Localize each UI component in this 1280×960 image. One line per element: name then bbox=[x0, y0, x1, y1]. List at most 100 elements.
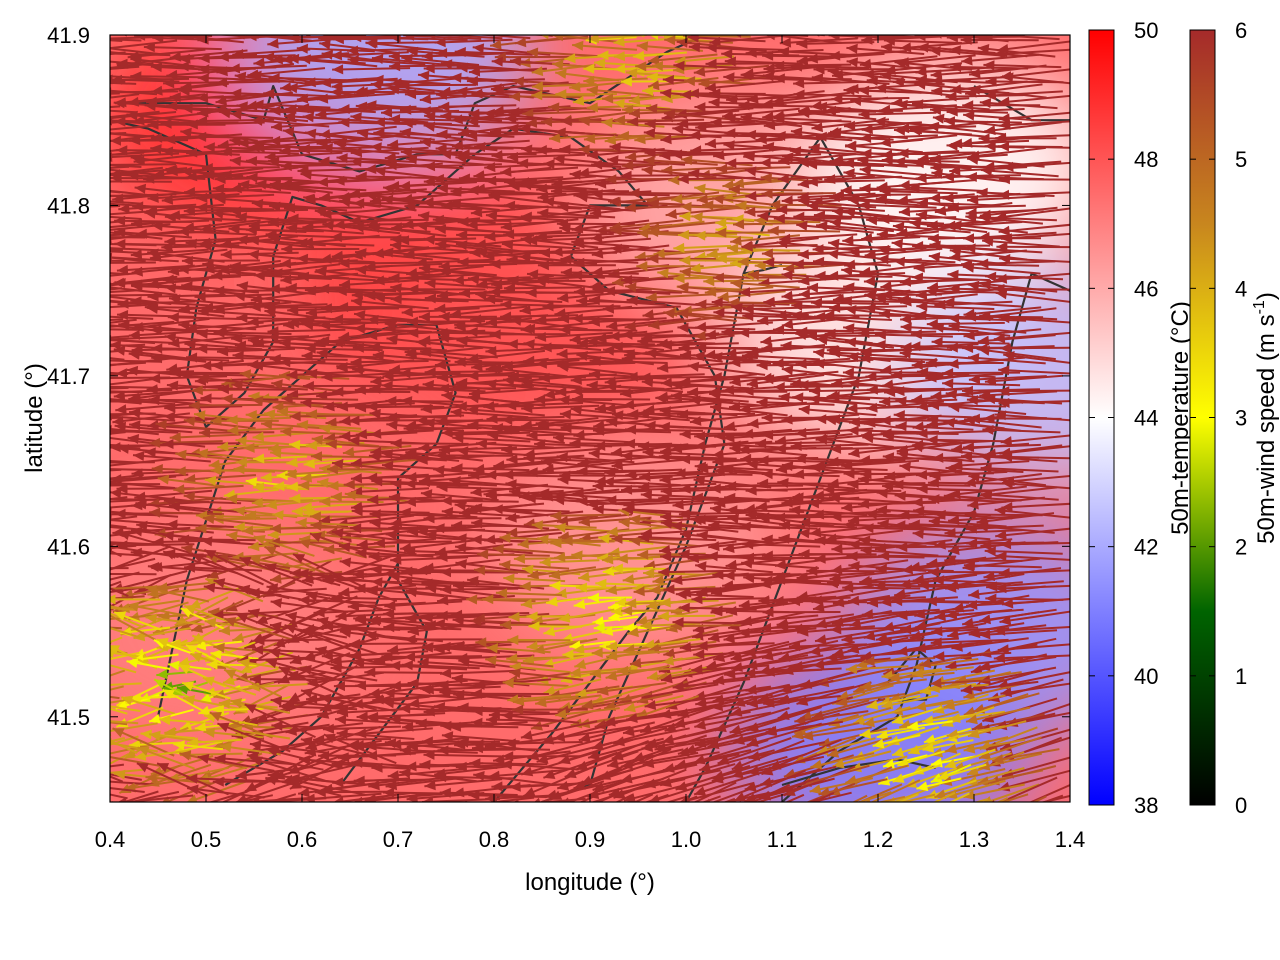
wind-vector-head bbox=[695, 342, 707, 353]
wind-vector-head bbox=[169, 92, 181, 103]
wind-vector bbox=[993, 287, 1070, 291]
wind-vector-head bbox=[758, 595, 770, 606]
wind-vector bbox=[270, 600, 349, 613]
wind-vector bbox=[331, 461, 409, 472]
wind-vector bbox=[694, 465, 773, 472]
wind-vector-head bbox=[622, 574, 635, 584]
wind-vector bbox=[110, 303, 158, 309]
wind-vector bbox=[979, 390, 1058, 397]
wind-vector bbox=[11, 269, 89, 275]
wind-vector-head bbox=[645, 292, 657, 303]
wind-vector-head bbox=[798, 108, 810, 119]
wind-vector-head bbox=[520, 211, 532, 222]
wind-vector-head bbox=[862, 523, 874, 534]
wind-vector-head bbox=[382, 370, 394, 381]
wind-vector bbox=[521, 404, 600, 410]
wind-vector-head bbox=[931, 86, 943, 97]
wind-vector-head bbox=[621, 353, 633, 364]
wind-vector-head bbox=[385, 529, 397, 540]
wind-vector-head bbox=[772, 595, 784, 606]
wind-vector bbox=[147, 192, 226, 200]
wind-vector-head bbox=[727, 513, 739, 524]
wind-vector-head bbox=[740, 113, 753, 123]
wind-vector bbox=[629, 539, 701, 548]
wind-vector-head bbox=[663, 584, 675, 595]
wind-vector bbox=[264, 309, 342, 322]
wind-vector-head bbox=[602, 93, 614, 104]
wind-vector-head bbox=[197, 107, 209, 118]
wind-vector-head bbox=[840, 296, 852, 307]
wind-vector-head bbox=[76, 283, 88, 293]
wind-vector-head bbox=[570, 374, 582, 385]
wind-vector-head bbox=[490, 39, 502, 50]
wind-vector-head bbox=[520, 234, 533, 245]
wind-vector-head bbox=[355, 429, 368, 440]
wind-vector-head bbox=[679, 267, 692, 278]
wind-vector-head bbox=[637, 228, 649, 239]
wind-vector-head bbox=[146, 384, 158, 395]
wind-vector-head bbox=[849, 618, 862, 629]
wind-vector bbox=[912, 571, 991, 582]
wind-vector-head bbox=[423, 234, 436, 245]
wind-vector-head bbox=[422, 198, 434, 208]
wind-vector-head bbox=[336, 362, 348, 373]
wind-vector-head bbox=[291, 506, 303, 517]
wind-vector-head bbox=[450, 407, 462, 418]
wind-vector bbox=[316, 351, 395, 363]
wind-vector-head bbox=[9, 371, 20, 381]
wind-vector bbox=[577, 163, 656, 175]
wind-vector-head bbox=[620, 388, 632, 398]
wind-vector bbox=[365, 41, 444, 52]
wind-vector-head bbox=[347, 45, 359, 56]
wind-vector-head bbox=[310, 451, 322, 462]
wind-vector bbox=[560, 271, 639, 275]
wind-vector-head bbox=[327, 464, 338, 475]
wind-vector bbox=[831, 97, 910, 101]
wind-vector-head bbox=[555, 386, 567, 397]
wind-vector-head bbox=[25, 518, 37, 528]
wind-vector-head bbox=[816, 221, 828, 231]
wind-vector bbox=[13, 107, 91, 109]
wind-vector-head bbox=[613, 51, 626, 62]
wind-vector bbox=[997, 145, 1070, 149]
wind-vector bbox=[508, 107, 587, 114]
wind-vector-head bbox=[38, 590, 50, 599]
wind-vector-head bbox=[330, 87, 342, 98]
wind-vector bbox=[451, 139, 530, 148]
wind-vector-head bbox=[94, 176, 105, 186]
wind-vector bbox=[709, 392, 787, 401]
wind-vector-head bbox=[744, 166, 757, 177]
wind-vector-head bbox=[117, 298, 129, 309]
wind-vector-head bbox=[690, 515, 703, 526]
wind-vector-head bbox=[251, 198, 264, 209]
wind-vector-head bbox=[332, 337, 344, 348]
wind-vector-head bbox=[457, 257, 469, 268]
temperature-contour bbox=[224, 562, 399, 786]
wind-vector-head bbox=[978, 133, 990, 144]
wind-vector bbox=[537, 211, 616, 219]
wind-vector-head bbox=[454, 357, 466, 367]
wind-vector-head bbox=[798, 549, 810, 559]
wind-vector-head bbox=[145, 613, 157, 624]
wind-vector-head bbox=[143, 42, 155, 53]
wind-vector-head bbox=[722, 384, 735, 395]
wind-vector-head bbox=[806, 565, 818, 576]
wind-vector bbox=[433, 526, 512, 534]
wind-vector-head bbox=[81, 422, 93, 432]
wind-vector-head bbox=[116, 264, 129, 275]
wind-vector-head bbox=[731, 302, 743, 313]
wind-vector-head bbox=[931, 337, 943, 347]
wind-vector-head bbox=[925, 596, 937, 607]
wind-vector-head bbox=[555, 69, 567, 79]
wind-vector-head bbox=[543, 159, 555, 170]
wind-vector-head bbox=[384, 152, 397, 163]
wind-vector-head bbox=[178, 320, 190, 331]
wind-vector-head bbox=[789, 505, 801, 516]
wind-vector-head bbox=[943, 116, 955, 127]
wind-vector bbox=[251, 119, 330, 128]
wind-vector bbox=[149, 511, 225, 516]
wind-vector-head bbox=[197, 373, 210, 384]
wind-vector-head bbox=[270, 448, 282, 459]
wind-vector bbox=[925, 373, 1004, 380]
wind-vector-head bbox=[127, 434, 140, 444]
